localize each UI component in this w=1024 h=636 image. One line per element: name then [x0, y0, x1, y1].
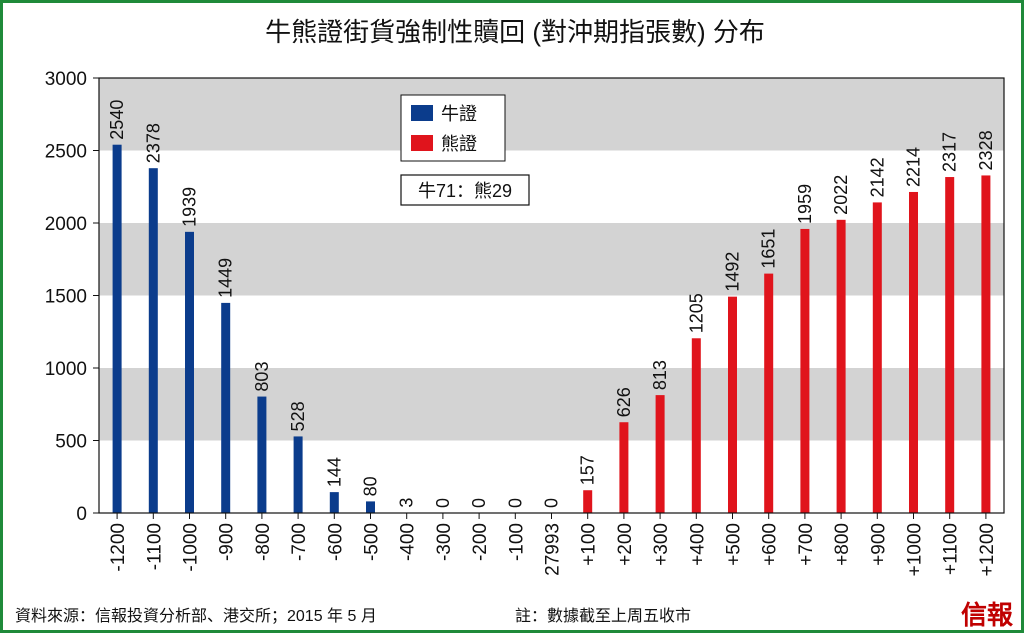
data-label: 2214 — [904, 147, 924, 187]
x-tick-label: +600 — [760, 523, 781, 566]
bar — [656, 395, 665, 513]
bar — [873, 202, 882, 513]
data-note: 註：數據截至上周五收市 — [515, 607, 691, 625]
data-label: 1651 — [759, 229, 779, 269]
data-label: 80 — [361, 476, 381, 496]
bar — [837, 220, 846, 513]
ratio-annotation: 牛71：熊29 — [401, 175, 529, 205]
legend: 牛證 熊證 — [401, 95, 505, 161]
data-label: 0 — [542, 498, 562, 508]
y-tick-label: 1500 — [45, 287, 87, 308]
x-tick-label: 27993 — [543, 523, 564, 576]
y-tick-label: 2000 — [45, 214, 87, 235]
x-tick-label: +800 — [832, 523, 853, 566]
x-tick-label: -900 — [217, 523, 238, 561]
grid-band — [99, 296, 1004, 369]
y-tick-label: 2500 — [45, 142, 87, 163]
bar — [728, 297, 737, 513]
data-label: 0 — [433, 498, 453, 508]
x-tick-label: +1000 — [905, 523, 926, 576]
bar — [294, 436, 303, 513]
data-label: 2142 — [867, 157, 887, 197]
data-label: 2317 — [940, 132, 960, 172]
bar — [764, 274, 773, 513]
legend-swatch-bear — [411, 135, 433, 151]
bar — [257, 397, 266, 513]
data-label: 2378 — [143, 123, 163, 163]
data-label: 2540 — [107, 100, 127, 140]
y-tick-label: 500 — [55, 432, 87, 453]
bar — [945, 177, 954, 513]
chart: 牛熊證街貨強制性贖回 (對沖期指張數) 分布 0 500 1000 1500 2000 2… — [3, 3, 1024, 636]
y-tick-label: 3000 — [45, 69, 87, 90]
x-tick-label: -500 — [362, 523, 383, 561]
legend-label-bear: 熊證 — [441, 134, 477, 154]
bar — [221, 303, 230, 513]
x-tick-label: -1000 — [181, 523, 202, 572]
bar — [619, 422, 628, 513]
data-label: 2328 — [976, 130, 996, 170]
data-label: 1492 — [723, 252, 743, 292]
data-label: 3 — [397, 498, 417, 508]
bar — [185, 232, 194, 513]
x-tick-label: +1200 — [977, 523, 998, 576]
y-tick-label: 0 — [76, 504, 87, 525]
x-tick-label: -1100 — [144, 523, 165, 570]
grid-band — [99, 78, 1004, 151]
x-tick-label: -600 — [325, 523, 346, 561]
y-axis: 0 500 1000 1500 2000 2500 3000 — [45, 69, 99, 525]
x-tick-label: +300 — [651, 523, 672, 566]
x-tick-label: -400 — [398, 523, 419, 561]
data-label: 2022 — [831, 175, 851, 215]
data-label: 0 — [469, 498, 489, 508]
x-tick-label: +500 — [724, 523, 745, 566]
x-tick-label: -300 — [434, 523, 455, 561]
data-label: 528 — [288, 401, 308, 431]
bar — [800, 229, 809, 513]
bar — [692, 338, 701, 513]
x-tick-label: -700 — [289, 523, 310, 561]
x-tick-label: +900 — [868, 523, 889, 566]
x-tick-label: +100 — [579, 523, 600, 566]
x-tick-label: -100 — [506, 523, 527, 561]
brand-logo: 信報 — [961, 601, 1014, 630]
chart-title: 牛熊證街貨強制性贖回 (對沖期指張數) 分布 — [265, 17, 765, 47]
x-tick-label: +700 — [796, 523, 817, 566]
bar — [909, 192, 918, 513]
x-tick-label: -800 — [253, 523, 274, 561]
grid-band — [99, 368, 1004, 441]
bar — [981, 175, 990, 513]
x-tick-label: +200 — [615, 523, 636, 566]
x-tick-label: +400 — [687, 523, 708, 566]
data-label: 157 — [578, 455, 598, 485]
x-axis: -1200-1100-1000-900-800-700-600-500-400-… — [108, 513, 998, 576]
data-label: 1205 — [686, 293, 706, 333]
data-label: 1959 — [795, 184, 815, 224]
bar — [149, 168, 158, 513]
x-tick-label: -1200 — [108, 523, 129, 572]
x-tick-label: -200 — [470, 523, 491, 561]
data-label: 144 — [324, 457, 344, 487]
ratio-text: 牛71：熊29 — [418, 181, 512, 201]
bar — [583, 490, 592, 513]
data-label: 1449 — [216, 258, 236, 298]
data-label: 626 — [614, 387, 634, 417]
legend-label-bull: 牛證 — [441, 104, 477, 124]
data-label: 803 — [252, 362, 272, 392]
source-note: 資料來源：信報投資分析部、港交所；2015 年 5 月 — [15, 607, 377, 625]
legend-swatch-bull — [411, 105, 433, 121]
data-label: 1939 — [180, 187, 200, 227]
data-label: 813 — [650, 360, 670, 390]
bar — [330, 492, 339, 513]
bar — [113, 145, 122, 513]
x-tick-label: +1100 — [941, 523, 962, 575]
y-tick-label: 1000 — [45, 359, 87, 380]
data-label: 0 — [505, 498, 525, 508]
bar — [366, 501, 375, 513]
